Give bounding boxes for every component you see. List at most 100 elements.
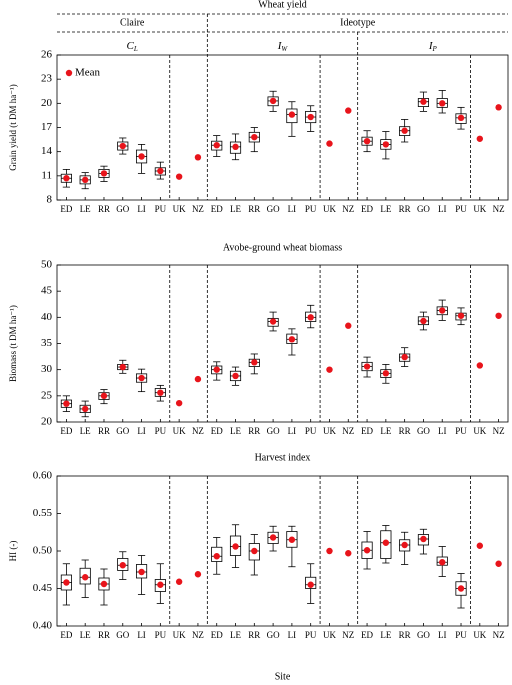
x-tick-label: ED (361, 204, 373, 214)
mean-point (175, 578, 183, 585)
y-tick-label: 8 (47, 194, 53, 206)
x-tick-label: ED (211, 630, 223, 640)
x-tick-label: UK (173, 204, 186, 214)
x-tick-label: RR (98, 426, 110, 436)
x-tick-label: UK (173, 426, 186, 436)
x-tick-label: LE (80, 630, 91, 640)
mean-point (100, 580, 108, 588)
y-tick-label: 23 (41, 73, 53, 85)
x-tick-label: PU (305, 426, 317, 436)
x-tick-label: RR (399, 204, 411, 214)
x-tick-label: GO (417, 204, 430, 214)
x-tick-label: NZ (493, 630, 505, 640)
x-tick-label: UK (173, 630, 186, 640)
x-tick-label: RR (399, 426, 411, 436)
mean-point (288, 336, 296, 343)
variant-label: CL (127, 40, 138, 53)
mean-point (138, 153, 145, 160)
x-tick-label: GO (267, 204, 280, 214)
mean-point (495, 104, 502, 111)
x-tick-label: LE (230, 204, 241, 214)
mean-point (100, 392, 108, 400)
mean-point (457, 585, 465, 592)
mean-point (138, 374, 145, 382)
mean-point (81, 574, 89, 581)
x-tick-label: LI (288, 426, 297, 436)
mean-point (401, 353, 408, 361)
x-tick-label: RR (98, 204, 110, 214)
y-tick-label: 35 (41, 337, 53, 349)
x-tick-label: LI (288, 630, 297, 640)
mean-point (307, 113, 314, 121)
mean-point (157, 581, 164, 588)
mean-point (495, 312, 502, 319)
mean-point (213, 553, 220, 560)
mean-point (288, 111, 296, 118)
mean-point (326, 140, 333, 147)
mean-point (232, 143, 239, 151)
x-tick-label: ED (60, 630, 72, 640)
y-tick-label: 50 (41, 259, 53, 271)
mean-point (476, 542, 484, 549)
y-tick-label: 25 (41, 389, 53, 401)
mean-point (194, 154, 202, 161)
mean-point (439, 559, 446, 566)
x-tick-label: LI (438, 630, 447, 640)
mean-point (251, 359, 258, 366)
x-tick-label: LE (380, 630, 391, 640)
x-tick-label: LI (288, 204, 297, 214)
mean-point (382, 141, 390, 148)
mean-point (439, 100, 446, 107)
x-tick-label: RR (399, 630, 411, 640)
x-tick-label: UK (323, 630, 336, 640)
variant-symbol: C (127, 40, 135, 52)
x-tick-label: ED (60, 426, 72, 436)
mean-point (476, 362, 484, 369)
mean-point (363, 363, 371, 370)
mean-point (119, 142, 126, 150)
y-tick-label: 20 (41, 97, 53, 109)
y-tick-label: 0.45 (33, 582, 53, 594)
mean-point (194, 375, 202, 383)
variant-subscript: P (432, 45, 438, 53)
mean-point (269, 318, 277, 325)
mean-point (345, 550, 352, 557)
variant-symbol: I (277, 40, 283, 52)
chart-title: Wheat yield (258, 0, 307, 10)
x-tick-label: PU (455, 426, 467, 436)
mean-point (232, 543, 239, 550)
mean-point (326, 366, 333, 373)
group-label: Claire (120, 17, 145, 28)
chart-title: Harvest index (255, 452, 311, 463)
y-axis-label: HI (-) (8, 541, 18, 562)
variant-symbol: I (428, 40, 434, 52)
x-tick-label: NZ (493, 204, 505, 214)
mean-point (213, 366, 220, 373)
mean-point (363, 137, 371, 145)
mean-point (119, 562, 126, 569)
mean-point (382, 539, 390, 546)
mean-point (63, 400, 70, 407)
y-tick-label: 0.60 (33, 470, 53, 482)
y-tick-label: 14 (41, 145, 53, 157)
y-tick-label: 40 (41, 311, 53, 323)
x-tick-label: LE (80, 204, 91, 214)
x-tick-label: NZ (342, 630, 354, 640)
x-tick-label: LI (438, 426, 447, 436)
x-tick-label: LE (230, 426, 241, 436)
y-tick-label: 0.50 (33, 545, 53, 557)
mean-point (495, 560, 502, 567)
variant-subscript: W (281, 45, 288, 53)
x-tick-label: ED (60, 204, 72, 214)
mean-point (175, 399, 183, 407)
plot-frame (56, 54, 509, 201)
x-tick-label: PU (455, 630, 467, 640)
x-tick-label: UK (473, 630, 486, 640)
y-tick-label: 45 (41, 285, 53, 297)
mean-point (457, 312, 465, 319)
x-tick-label: LI (137, 630, 146, 640)
x-tick-label: ED (211, 204, 223, 214)
x-tick-label: PU (155, 630, 167, 640)
mean-point (345, 322, 352, 329)
mean-point (157, 389, 164, 396)
